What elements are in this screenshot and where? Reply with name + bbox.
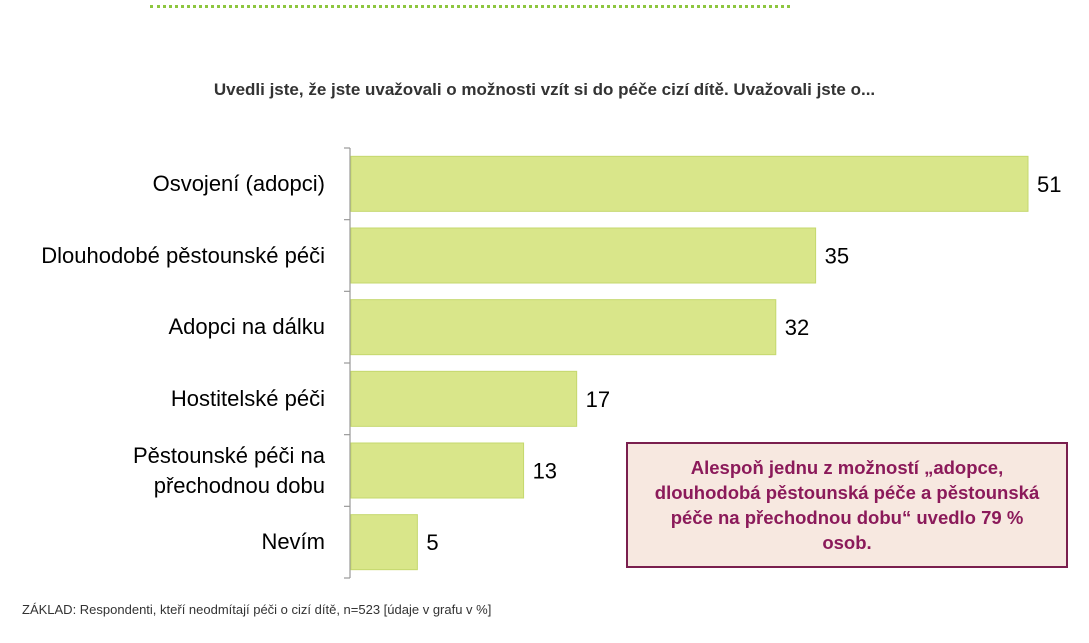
bar <box>350 227 817 284</box>
bar <box>350 155 1029 212</box>
category-label: Nevím <box>261 529 325 555</box>
category-label: Hostitelské péči <box>170 385 325 411</box>
category-label: Dlouhodobé pěstounské péči <box>41 242 325 268</box>
bar <box>350 514 418 571</box>
category-label: Pěstounské péči na přechodnou dobu <box>132 442 325 498</box>
bar <box>350 370 578 427</box>
data-label: 32 <box>785 315 809 340</box>
summary-callout: Alespoň jednu z možností „adopce, dlouho… <box>626 442 1068 568</box>
footnote-base: ZÁKLAD: Respondenti, kteří neodmítají pé… <box>22 602 492 617</box>
bar <box>350 299 777 356</box>
data-label: 5 <box>426 530 438 555</box>
data-label: 51 <box>1037 172 1061 197</box>
chart-question-title: Uvedli jste, že jste uvažovali o možnost… <box>213 80 876 99</box>
category-label: Adopci na dálku <box>168 314 325 340</box>
data-label: 17 <box>586 387 610 412</box>
category-label: Osvojení (adopci) <box>152 170 325 196</box>
data-label: 35 <box>825 244 849 269</box>
top-title-fragment <box>150 0 790 8</box>
data-label: 13 <box>533 459 557 484</box>
bar <box>350 442 525 499</box>
